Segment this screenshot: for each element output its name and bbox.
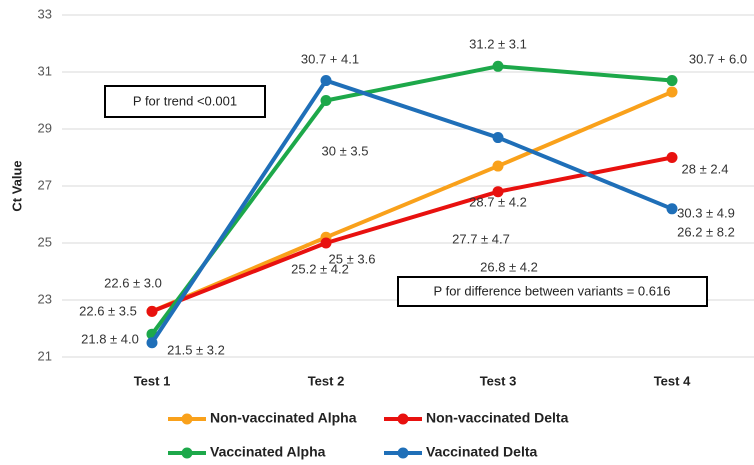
data-label: 21.8 ± 4.0 (81, 331, 139, 346)
x-tick-label: Test 2 (308, 373, 345, 388)
data-label: 28 ± 2.4 (682, 161, 729, 176)
legend-swatch (181, 447, 193, 459)
data-label: 28.7 ± 4.2 (469, 194, 527, 209)
annotation: P for difference between variants = 0.61… (434, 283, 671, 298)
data-point (666, 152, 678, 163)
legend-swatch (397, 447, 409, 459)
y-tick-label: 33 (38, 6, 52, 21)
data-label: 31.2 ± 3.1 (469, 36, 527, 51)
data-point (492, 160, 504, 172)
series-line (150, 64, 673, 336)
data-label: 30.3 ± 4.9 (677, 205, 735, 220)
y-tick-label: 29 (38, 120, 52, 135)
data-label: 21.5 ± 3.2 (167, 342, 225, 357)
annotation: P for trend <0.001 (133, 93, 237, 108)
x-tick-label: Test 3 (480, 373, 517, 388)
data-point (146, 305, 158, 317)
data-point (320, 75, 332, 87)
data-point (320, 95, 332, 106)
data-point (146, 337, 158, 349)
y-tick-label: 31 (38, 63, 52, 78)
data-point (666, 75, 678, 87)
y-tick-label: 25 (38, 234, 52, 249)
data-point (666, 203, 678, 215)
y-axis-label: Ct Value (9, 160, 24, 211)
legend-label: Non-vaccinated Delta (426, 410, 569, 426)
data-label: 22.6 ± 3.5 (79, 303, 137, 318)
annotation-box (397, 276, 708, 307)
data-label: 30.7 + 6.0 (689, 51, 747, 66)
data-point (666, 86, 678, 98)
legend-label: Vaccinated Delta (426, 444, 537, 460)
y-tick-label: 23 (38, 291, 52, 306)
legend-swatch (181, 413, 193, 425)
series-line (151, 90, 673, 314)
data-label: 25 ± 3.6 (329, 251, 376, 266)
annotation-box (104, 85, 266, 118)
x-tick-label: Test 1 (134, 373, 171, 388)
data-point (320, 237, 332, 249)
data-point (492, 186, 504, 198)
y-tick-label: 21 (38, 348, 52, 363)
data-point (492, 60, 504, 72)
data-label: 22.6 ± 3.0 (104, 275, 162, 290)
y-tick-label: 27 (38, 177, 52, 192)
series-line (150, 78, 673, 344)
data-label: 30.7 + 4.1 (301, 51, 359, 66)
data-label: 26.2 ± 8.2 (677, 224, 735, 239)
data-label: 25.2 ± 4.2 (291, 261, 349, 276)
legend-label: Vaccinated Alpha (210, 444, 326, 460)
data-label: 27.7 ± 4.7 (452, 231, 510, 246)
legend-label: Non-vaccinated Alpha (210, 410, 357, 426)
data-point (492, 132, 504, 144)
data-label: 26.8 ± 4.2 (480, 259, 538, 274)
data-label: 30 ± 3.5 (322, 143, 369, 158)
x-tick-label: Test 4 (654, 373, 691, 388)
legend-swatch (397, 413, 409, 425)
